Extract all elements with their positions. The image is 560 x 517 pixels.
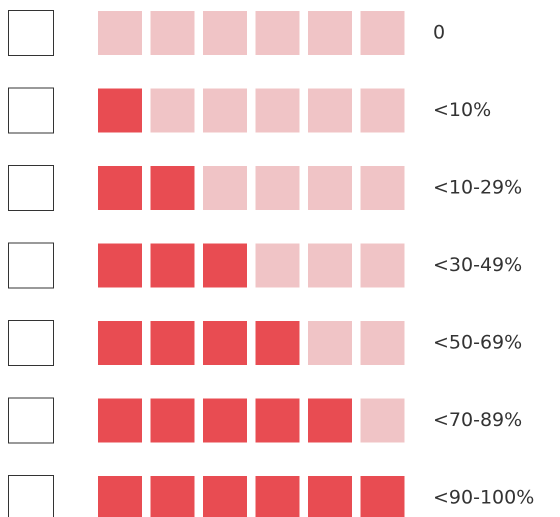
square [150, 321, 195, 365]
square [150, 11, 195, 55]
square [360, 398, 405, 443]
square [98, 243, 142, 288]
square [255, 88, 300, 133]
square [255, 166, 300, 210]
square [150, 476, 195, 517]
square [360, 476, 405, 517]
square [360, 243, 405, 288]
checkbox[interactable] [8, 475, 54, 517]
square [150, 243, 195, 288]
square [255, 398, 300, 443]
row-label: <70-89% [433, 409, 522, 431]
row-label: <90-100% [433, 487, 534, 509]
row-label: <30-49% [433, 254, 522, 276]
square [255, 11, 300, 55]
square [255, 476, 300, 517]
square [203, 11, 247, 55]
square [360, 166, 405, 210]
checkbox[interactable] [8, 165, 54, 211]
square [255, 321, 300, 365]
row-label: <50-69% [433, 332, 522, 354]
square [98, 166, 142, 210]
square [98, 88, 142, 133]
row-label: 0 [433, 22, 445, 44]
checkbox[interactable] [8, 87, 54, 134]
square [150, 398, 195, 443]
checkbox[interactable] [8, 320, 54, 366]
square [308, 11, 352, 55]
square [98, 321, 142, 365]
square [150, 88, 195, 133]
checkbox[interactable] [8, 10, 54, 56]
square [98, 476, 142, 517]
square [203, 166, 247, 210]
square [360, 11, 405, 55]
square [360, 321, 405, 365]
square [203, 321, 247, 365]
row-label: <10-29% [433, 177, 522, 199]
square [150, 166, 195, 210]
square [308, 243, 352, 288]
row-label: <10% [433, 99, 491, 121]
square [360, 88, 405, 133]
square [308, 166, 352, 210]
square [98, 398, 142, 443]
square [308, 321, 352, 365]
square [98, 11, 142, 55]
square [203, 398, 247, 443]
square [203, 88, 247, 133]
checkbox[interactable] [8, 397, 54, 444]
square [308, 88, 352, 133]
checkbox[interactable] [8, 242, 54, 289]
square [203, 476, 247, 517]
square [203, 243, 247, 288]
square [308, 398, 352, 443]
square [255, 243, 300, 288]
square [308, 476, 352, 517]
